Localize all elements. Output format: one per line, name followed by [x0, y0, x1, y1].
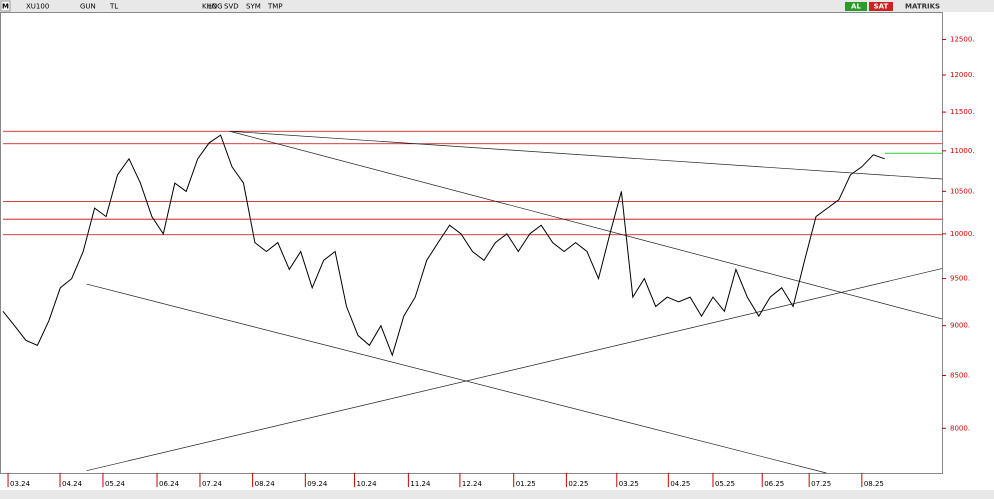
x-tick-label: 01.25 [516, 480, 536, 488]
symbol: XU100 [26, 3, 49, 11]
toolbar-button[interactable]: LOG [208, 3, 223, 11]
toolbar [0, 0, 994, 12]
y-tick-label: 10000. [950, 230, 975, 238]
x-tick-label: 03.25 [619, 480, 639, 488]
toolbar-button[interactable]: GUN [80, 3, 96, 11]
x-tick-label: 10.24 [357, 480, 378, 488]
x-tick-label: 12.24 [462, 480, 483, 488]
y-tick-label: 10500. [950, 187, 975, 195]
x-tick-label: 04.25 [670, 480, 690, 488]
status-bar [0, 490, 994, 499]
x-tick-label: 07.25 [811, 480, 831, 488]
x-tick-label: 05.25 [715, 480, 735, 488]
y-tick-label: 9500. [950, 275, 970, 283]
y-tick-label: 9000. [950, 322, 970, 330]
x-tick-label: 08.25 [864, 480, 884, 488]
y-tick-label: 8000. [950, 424, 970, 432]
symbol-icon: M [2, 3, 9, 11]
sell-button[interactable] [869, 2, 893, 11]
trendline [229, 130, 943, 320]
x-tick-label: 06.24 [159, 480, 180, 488]
plot-border [0, 12, 943, 474]
toolbar-button[interactable]: TL [109, 3, 118, 11]
x-tick-label: 11.24 [410, 480, 431, 488]
x-tick-label: 02.25 [568, 480, 588, 488]
toolbar-button[interactable]: SYM [246, 3, 261, 11]
x-tick-label: 06.25 [764, 480, 784, 488]
trendline [86, 268, 943, 472]
sell-label: SAT [874, 3, 889, 11]
x-tick-label: 09.24 [307, 480, 328, 488]
buy-label: AL [851, 3, 861, 11]
y-tick-label: 12500. [950, 35, 975, 43]
x-tick-label: 08.24 [255, 480, 276, 488]
x-tick-label: 07.24 [202, 480, 223, 488]
y-tick-label: 12000. [950, 71, 975, 79]
trendline [86, 283, 827, 474]
toolbar-button[interactable]: KHN [202, 3, 217, 11]
buy-button[interactable] [845, 2, 867, 11]
symbol-icon-box[interactable] [0, 0, 11, 12]
y-tick-label: 11000. [950, 147, 975, 155]
x-tick-label: 05.24 [105, 480, 126, 488]
x-tick-label: 04.24 [62, 480, 83, 488]
x-tick-label: 03.24 [10, 480, 31, 488]
y-tick-label: 8500. [950, 371, 970, 379]
brand: MATRIKS [905, 3, 940, 11]
trendline [229, 130, 943, 180]
toolbar-button[interactable]: SVD [224, 3, 239, 11]
toolbar-button[interactable]: TMP [267, 3, 283, 11]
price-line [2, 134, 885, 357]
y-tick-label: 11500. [950, 108, 975, 116]
